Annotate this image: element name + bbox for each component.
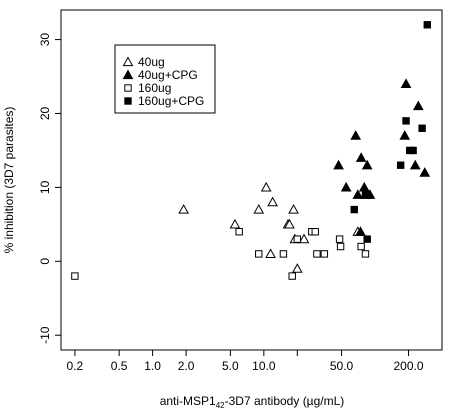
data-point (335, 235, 344, 243)
data-point (311, 228, 319, 236)
data-point (355, 152, 367, 162)
data-point (320, 250, 329, 258)
data-point (423, 21, 431, 29)
data-point (361, 250, 370, 258)
legend-label: 160ug (138, 81, 171, 95)
data-point (178, 204, 189, 214)
data-point (333, 159, 344, 170)
data-point (229, 218, 241, 229)
data-point (361, 191, 370, 199)
y-axis: -10 0 10 20 30 (38, 33, 61, 344)
data-point (357, 242, 365, 251)
data-point (350, 130, 362, 140)
x-tick-label: 1.0 (144, 359, 161, 373)
x-tick-label: 200.0 (394, 359, 424, 373)
legend-marker (122, 56, 134, 67)
y-tick-label: 20 (38, 106, 52, 120)
x-tick-label: 0.5 (111, 359, 128, 373)
x-tick-label: 0.2 (67, 359, 84, 373)
data-point (284, 218, 295, 229)
x-tick-label: 2.0 (178, 359, 195, 373)
data-point (288, 272, 296, 280)
data-point (358, 181, 370, 192)
data-point (336, 242, 345, 251)
data-point (291, 263, 303, 273)
plot-frame (60, 9, 443, 351)
data-point (418, 124, 426, 132)
data-point (402, 117, 410, 125)
data-point (355, 226, 366, 236)
data-point (298, 233, 310, 244)
legend-marker (124, 97, 132, 105)
x-tick-label: 50.0 (330, 359, 354, 373)
x-axis-title-rest: -3D7 antibody (µg/mL) (225, 394, 345, 408)
legend-label: 40ug+CPG (138, 68, 198, 82)
data-point (279, 250, 288, 258)
data-point (361, 159, 373, 170)
y-tick-label: 0 (38, 258, 52, 265)
data-points (71, 21, 431, 280)
y-tick-label: 30 (38, 33, 52, 47)
data-point (363, 235, 371, 243)
data-point (350, 205, 358, 214)
data-point (265, 248, 276, 259)
data-point (253, 204, 265, 214)
legend-marker (124, 84, 132, 92)
x-axis: 0.2 0.5 1.0 2.0 5.0 10.0 50.0 200.0 (67, 350, 424, 373)
x-tick-label: 5.0 (222, 359, 239, 373)
data-point (400, 78, 412, 89)
data-point (260, 181, 272, 192)
data-point (352, 189, 364, 199)
data-point (267, 196, 278, 207)
x-axis-title: anti-MSP142-3D7 antibody (µg/mL) (160, 394, 345, 410)
data-point (313, 250, 321, 258)
data-point (255, 250, 263, 258)
legend-label: 40ug (138, 55, 165, 69)
data-point (409, 146, 417, 155)
data-point (71, 272, 79, 280)
legend-label: 160ug+CPG (138, 94, 204, 108)
data-point (340, 181, 352, 192)
data-point (288, 204, 299, 214)
data-point (293, 235, 302, 243)
x-axis-title-main: anti-MSP1 (160, 394, 216, 408)
data-point (399, 130, 411, 140)
x-tick-label: 10.0 (252, 359, 276, 373)
data-point (409, 159, 421, 170)
data-point (235, 228, 243, 236)
y-tick-label: 10 (38, 180, 52, 194)
y-axis-title: % inhibition (3D7 parasites) (2, 107, 16, 254)
data-point (419, 167, 431, 177)
x-axis-title-subscript: 42 (216, 401, 225, 410)
data-point (396, 161, 405, 169)
data-point (412, 100, 424, 111)
y-tick-label: -10 (38, 326, 52, 344)
legend-marker (122, 69, 134, 80)
